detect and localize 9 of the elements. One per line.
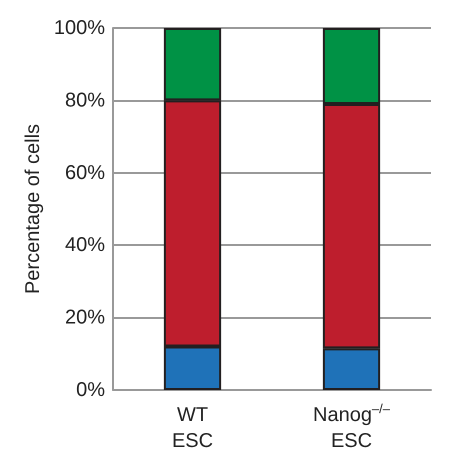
y-tick-label: 60% [64, 162, 106, 184]
y-tick-label: 100% [54, 17, 106, 39]
y-axis-title: Percentage of cells [22, 124, 44, 294]
y-tick-label: 20% [64, 306, 106, 329]
y-tick-label: 0% [76, 379, 106, 401]
y-tick-label: 80% [64, 89, 106, 112]
x-tick-label: WT ESC [172, 404, 214, 452]
x-tick-label: Nanog–/– ESC [312, 401, 391, 452]
y-tick-label: 40% [64, 234, 106, 256]
